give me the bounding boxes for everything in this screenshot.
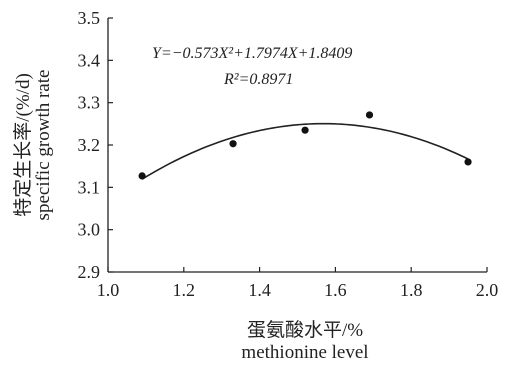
ticks: 2.9 3.0 3.1 3.2 3.3 3.4 3.5 1.0 1.2 1.4 1.6 1.8 2.0: [78, 8, 499, 300]
y-tick-label: 3.0: [78, 220, 101, 240]
y-tick-label: 2.9: [78, 262, 101, 282]
data-point: [464, 158, 472, 166]
x-tick-label: 1.8: [400, 280, 423, 300]
r-squared: R²=0.8971: [223, 71, 293, 88]
x-tick-label: 1.6: [324, 280, 347, 300]
data-point: [365, 111, 374, 119]
x-axis-title-english: methionine level: [241, 342, 368, 363]
x-tick-label: 1.4: [248, 280, 271, 300]
data-point: [138, 172, 146, 180]
y-axis-title-chinese: 特定生长率/(%/d): [12, 73, 34, 217]
fit-equation: Y=−0.573X²+1.7974X+1.8409: [152, 45, 352, 62]
x-tick-label: 1.2: [173, 280, 196, 300]
fit-curve: [141, 122, 469, 180]
data-point: [229, 140, 237, 148]
x-axis-title-chinese: 蛋氨酸水平/%: [247, 319, 363, 341]
y-tick-label: 3.1: [78, 177, 101, 197]
data-point: [301, 126, 309, 134]
y-tick-label: 3.5: [78, 8, 101, 28]
y-tick-label: 3.4: [78, 50, 101, 70]
y-tick-label: 3.2: [78, 135, 101, 155]
x-tick-label: 1.0: [97, 280, 120, 300]
y-tick-label: 3.3: [78, 93, 101, 113]
y-axis-title-english: specific growth rate: [33, 70, 54, 221]
data-points: [138, 111, 472, 180]
x-tick-label: 2.0: [476, 280, 499, 300]
